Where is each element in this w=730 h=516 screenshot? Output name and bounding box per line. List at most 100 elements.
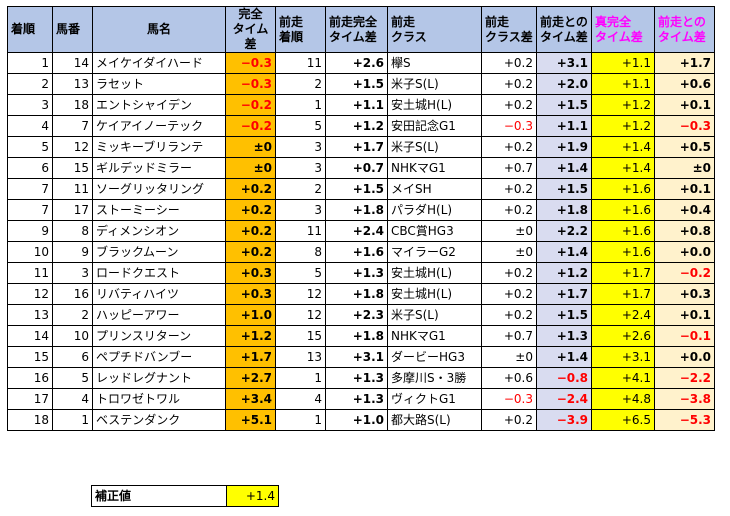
cell-time-diff: +0.2 — [225, 199, 276, 221]
cell-prev-class: 安土城H(L) — [387, 283, 482, 305]
table-row: 12 16 リバティハイツ +0.3 12 +1.8 安土城H(L) +0.2 +1.7 +1.7… — [7, 283, 715, 305]
cell-true-vs-prev: +0.1 — [654, 178, 715, 200]
correction-row: 補正値 +1.4 — [91, 485, 279, 507]
cell-class-diff: +0.2 — [481, 304, 537, 326]
cell-class-diff: +0.2 — [481, 136, 537, 158]
cell-prev-class: 安土城H(L) — [387, 262, 482, 284]
table-row: 4 7 ケイアイノーテック −0.2 5 +1.2 安田記念G1 −0.3 +1.1 +1.2 −0… — [7, 115, 715, 137]
cell-true-time-diff: +1.6 — [591, 199, 655, 221]
cell-number: 4 — [52, 388, 93, 410]
cell-rank: 6 — [7, 157, 53, 179]
cell-true-vs-prev: +0.6 — [654, 73, 715, 95]
cell-class-diff: +0.2 — [481, 178, 537, 200]
cell-horse-name: ラセット — [92, 73, 226, 95]
cell-true-time-diff: +6.5 — [591, 409, 655, 431]
header-number: 馬番 — [52, 6, 93, 53]
cell-number: 9 — [52, 241, 93, 263]
cell-true-vs-prev: +0.1 — [654, 94, 715, 116]
cell-true-vs-prev: −0.1 — [654, 325, 715, 347]
cell-true-vs-prev: +0.0 — [654, 346, 715, 368]
cell-class-diff: +0.7 — [481, 157, 537, 179]
cell-number: 7 — [52, 115, 93, 137]
cell-prev-time-diff: +1.6 — [325, 241, 388, 263]
table-row: 13 2 ハッピーアワー +1.0 12 +2.3 米子S(L) +0.2 +1.5 +2.4 +0… — [7, 304, 715, 326]
cell-prev-class: マイラーG2 — [387, 241, 482, 263]
cell-prev-time-diff: +1.5 — [325, 178, 388, 200]
cell-number: 8 — [52, 220, 93, 242]
header-true-vs-prev: 前走との タイム差 — [654, 6, 715, 53]
cell-prev-class: 多摩川S・3勝 — [387, 367, 482, 389]
cell-horse-name: ペプチドバンブー — [92, 346, 226, 368]
table-row: 6 15 ギルデッドミラー ±0 3 +0.7 NHKマG1 +0.7 +1.4 +1.4 ±0 — [7, 157, 715, 179]
cell-horse-name: ハッピーアワー — [92, 304, 226, 326]
cell-number: 2 — [52, 304, 93, 326]
cell-time-diff: +0.3 — [225, 283, 276, 305]
results-table: 着順 馬番 馬名 完全 タイム差 前走 着順 前走完全 タイム差 前走 クラス 前走 クラ… — [7, 6, 715, 431]
cell-prev-time-diff: +1.8 — [325, 199, 388, 221]
cell-rank: 3 — [7, 94, 53, 116]
cell-true-time-diff: +2.4 — [591, 304, 655, 326]
correction-value: +1.4 — [226, 485, 279, 507]
cell-true-time-diff: +1.4 — [591, 157, 655, 179]
cell-true-time-diff: +1.7 — [591, 283, 655, 305]
cell-true-time-diff: +2.6 — [591, 325, 655, 347]
cell-vs-prev: +2.2 — [536, 220, 592, 242]
cell-prev-rank: 5 — [275, 115, 326, 137]
cell-number: 15 — [52, 157, 93, 179]
cell-rank: 7 — [7, 199, 53, 221]
cell-true-vs-prev: −5.3 — [654, 409, 715, 431]
cell-time-diff: +1.7 — [225, 346, 276, 368]
cell-time-diff: ±0 — [225, 136, 276, 158]
cell-true-vs-prev: +0.5 — [654, 136, 715, 158]
cell-true-vs-prev: −3.8 — [654, 388, 715, 410]
cell-true-time-diff: +3.1 — [591, 346, 655, 368]
cell-prev-rank: 5 — [275, 262, 326, 284]
cell-horse-name: リバティハイツ — [92, 283, 226, 305]
cell-true-vs-prev: +0.1 — [654, 304, 715, 326]
header-prev-class: 前走 クラス — [387, 6, 482, 53]
cell-number: 13 — [52, 73, 93, 95]
cell-prev-class: 米子S(L) — [387, 136, 482, 158]
cell-prev-class: パラダH(L) — [387, 199, 482, 221]
cell-time-diff: +3.4 — [225, 388, 276, 410]
cell-vs-prev: +1.4 — [536, 157, 592, 179]
cell-number: 12 — [52, 136, 93, 158]
cell-prev-class: CBC賞HG3 — [387, 220, 482, 242]
cell-time-diff: +1.2 — [225, 325, 276, 347]
cell-prev-class: ヴィクトG1 — [387, 388, 482, 410]
cell-horse-name: トロワゼトワル — [92, 388, 226, 410]
cell-class-diff: +0.2 — [481, 409, 537, 431]
cell-prev-class: 安田記念G1 — [387, 115, 482, 137]
cell-vs-prev: +2.0 — [536, 73, 592, 95]
results-body: 1 14 メイケイダイハード −0.3 11 +2.6 欅S +0.2 +3.1 +1.1 +1.7… — [7, 52, 715, 431]
cell-true-time-diff: +1.6 — [591, 178, 655, 200]
cell-rank: 16 — [7, 367, 53, 389]
cell-rank: 18 — [7, 409, 53, 431]
cell-vs-prev: +1.2 — [536, 262, 592, 284]
header-prev-rank: 前走 着順 — [275, 6, 326, 53]
cell-prev-class: 欅S — [387, 52, 482, 74]
cell-true-vs-prev: +0.8 — [654, 220, 715, 242]
table-row: 18 1 ベステンダンク +5.1 1 +1.0 都大路S(L) +0.2 −3.9 +6.5 −5… — [7, 409, 715, 431]
cell-prev-rank: 11 — [275, 52, 326, 74]
cell-true-time-diff: +1.2 — [591, 94, 655, 116]
cell-number: 3 — [52, 262, 93, 284]
table-row: 7 17 ストーミーシー +0.2 3 +1.8 パラダH(L) +0.2 +1.8 +1.6 +0… — [7, 199, 715, 221]
cell-vs-prev: +1.5 — [536, 178, 592, 200]
cell-vs-prev: +1.8 — [536, 199, 592, 221]
cell-prev-time-diff: +1.3 — [325, 367, 388, 389]
table-row: 1 14 メイケイダイハード −0.3 11 +2.6 欅S +0.2 +3.1 +1.1 +1.7 — [7, 52, 715, 74]
cell-prev-time-diff: +0.7 — [325, 157, 388, 179]
cell-true-time-diff: +4.8 — [591, 388, 655, 410]
cell-prev-class: 安土城H(L) — [387, 94, 482, 116]
cell-prev-time-diff: +1.7 — [325, 136, 388, 158]
cell-prev-time-diff: +3.1 — [325, 346, 388, 368]
cell-number: 5 — [52, 367, 93, 389]
cell-class-diff: ±0 — [481, 220, 537, 242]
cell-number: 11 — [52, 178, 93, 200]
header-time-diff: 完全 タイム差 — [225, 6, 276, 53]
table-row: 9 8 ディメンシオン +0.2 11 +2.4 CBC賞HG3 ±0 +2.2 +1.6 +0.8 — [7, 220, 715, 242]
cell-prev-rank: 1 — [275, 94, 326, 116]
cell-true-time-diff: +4.1 — [591, 367, 655, 389]
cell-horse-name: ミッキーブリランテ — [92, 136, 226, 158]
